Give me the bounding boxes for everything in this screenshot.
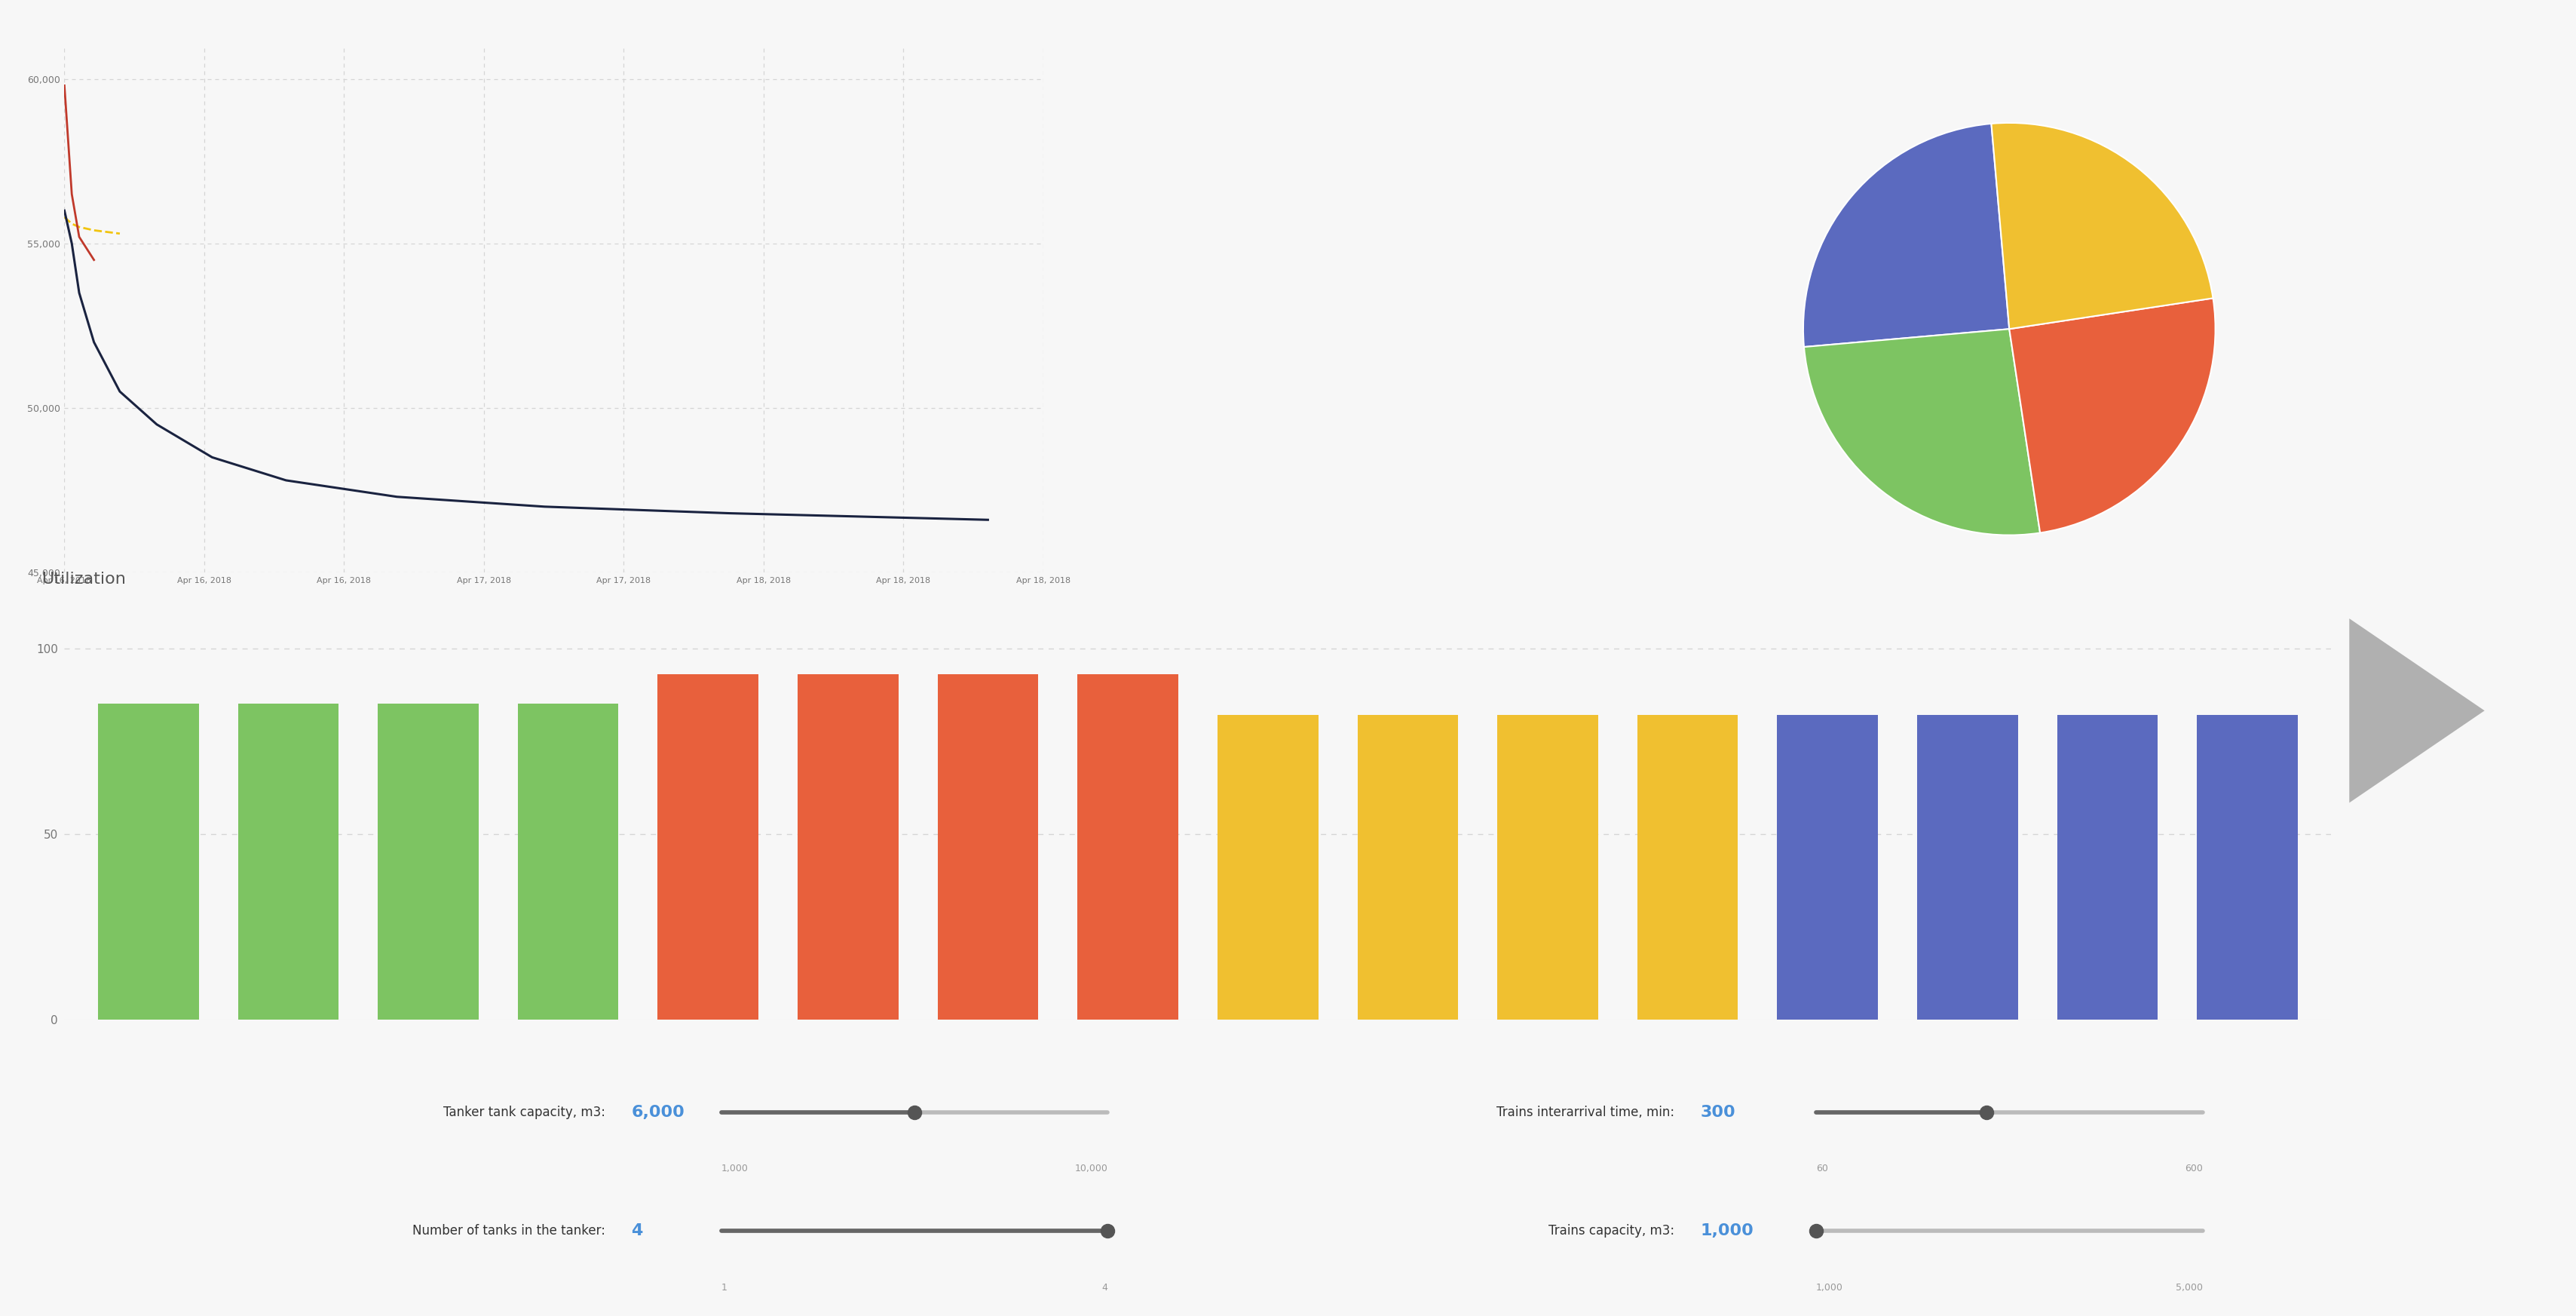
Text: 10,000: 10,000: [1074, 1163, 1108, 1174]
Wedge shape: [2009, 299, 2215, 533]
Bar: [1638, 715, 1739, 1020]
Text: 1: 1: [721, 1283, 726, 1292]
Text: Tanker tank capacity, m3:: Tanker tank capacity, m3:: [443, 1105, 605, 1119]
Text: Number of tanks in the tanker:: Number of tanks in the tanker:: [412, 1224, 605, 1238]
Wedge shape: [1803, 124, 2009, 347]
Bar: [1077, 674, 1177, 1020]
Text: 4: 4: [1103, 1283, 1108, 1292]
Bar: [2197, 715, 2298, 1020]
Text: 600: 600: [2184, 1163, 2202, 1174]
Bar: [237, 704, 337, 1020]
Bar: [1358, 715, 1458, 1020]
Bar: [1777, 715, 1878, 1020]
Text: 1,000: 1,000: [1700, 1224, 1754, 1238]
Text: 5,000: 5,000: [2174, 1283, 2202, 1292]
Text: 1,000: 1,000: [1816, 1283, 1842, 1292]
Bar: [98, 704, 198, 1020]
Text: 60: 60: [1816, 1163, 1829, 1174]
Text: Trains capacity, m3:: Trains capacity, m3:: [1548, 1224, 1674, 1238]
Bar: [1497, 715, 1597, 1020]
Bar: [518, 704, 618, 1020]
Wedge shape: [1991, 122, 2213, 329]
Bar: [379, 704, 479, 1020]
Bar: [1917, 715, 2017, 1020]
Text: 6,000: 6,000: [631, 1104, 685, 1120]
Wedge shape: [1803, 329, 2040, 536]
Text: Utilization: Utilization: [41, 571, 126, 587]
Bar: [938, 674, 1038, 1020]
Bar: [1218, 715, 1319, 1020]
Text: 4: 4: [631, 1224, 641, 1238]
Bar: [2058, 715, 2159, 1020]
Bar: [799, 674, 899, 1020]
Text: 300: 300: [1700, 1104, 1736, 1120]
Text: Trains interarrival time, min:: Trains interarrival time, min:: [1497, 1105, 1674, 1119]
Bar: [657, 674, 757, 1020]
Text: 1,000: 1,000: [721, 1163, 747, 1174]
Polygon shape: [2349, 619, 2486, 803]
